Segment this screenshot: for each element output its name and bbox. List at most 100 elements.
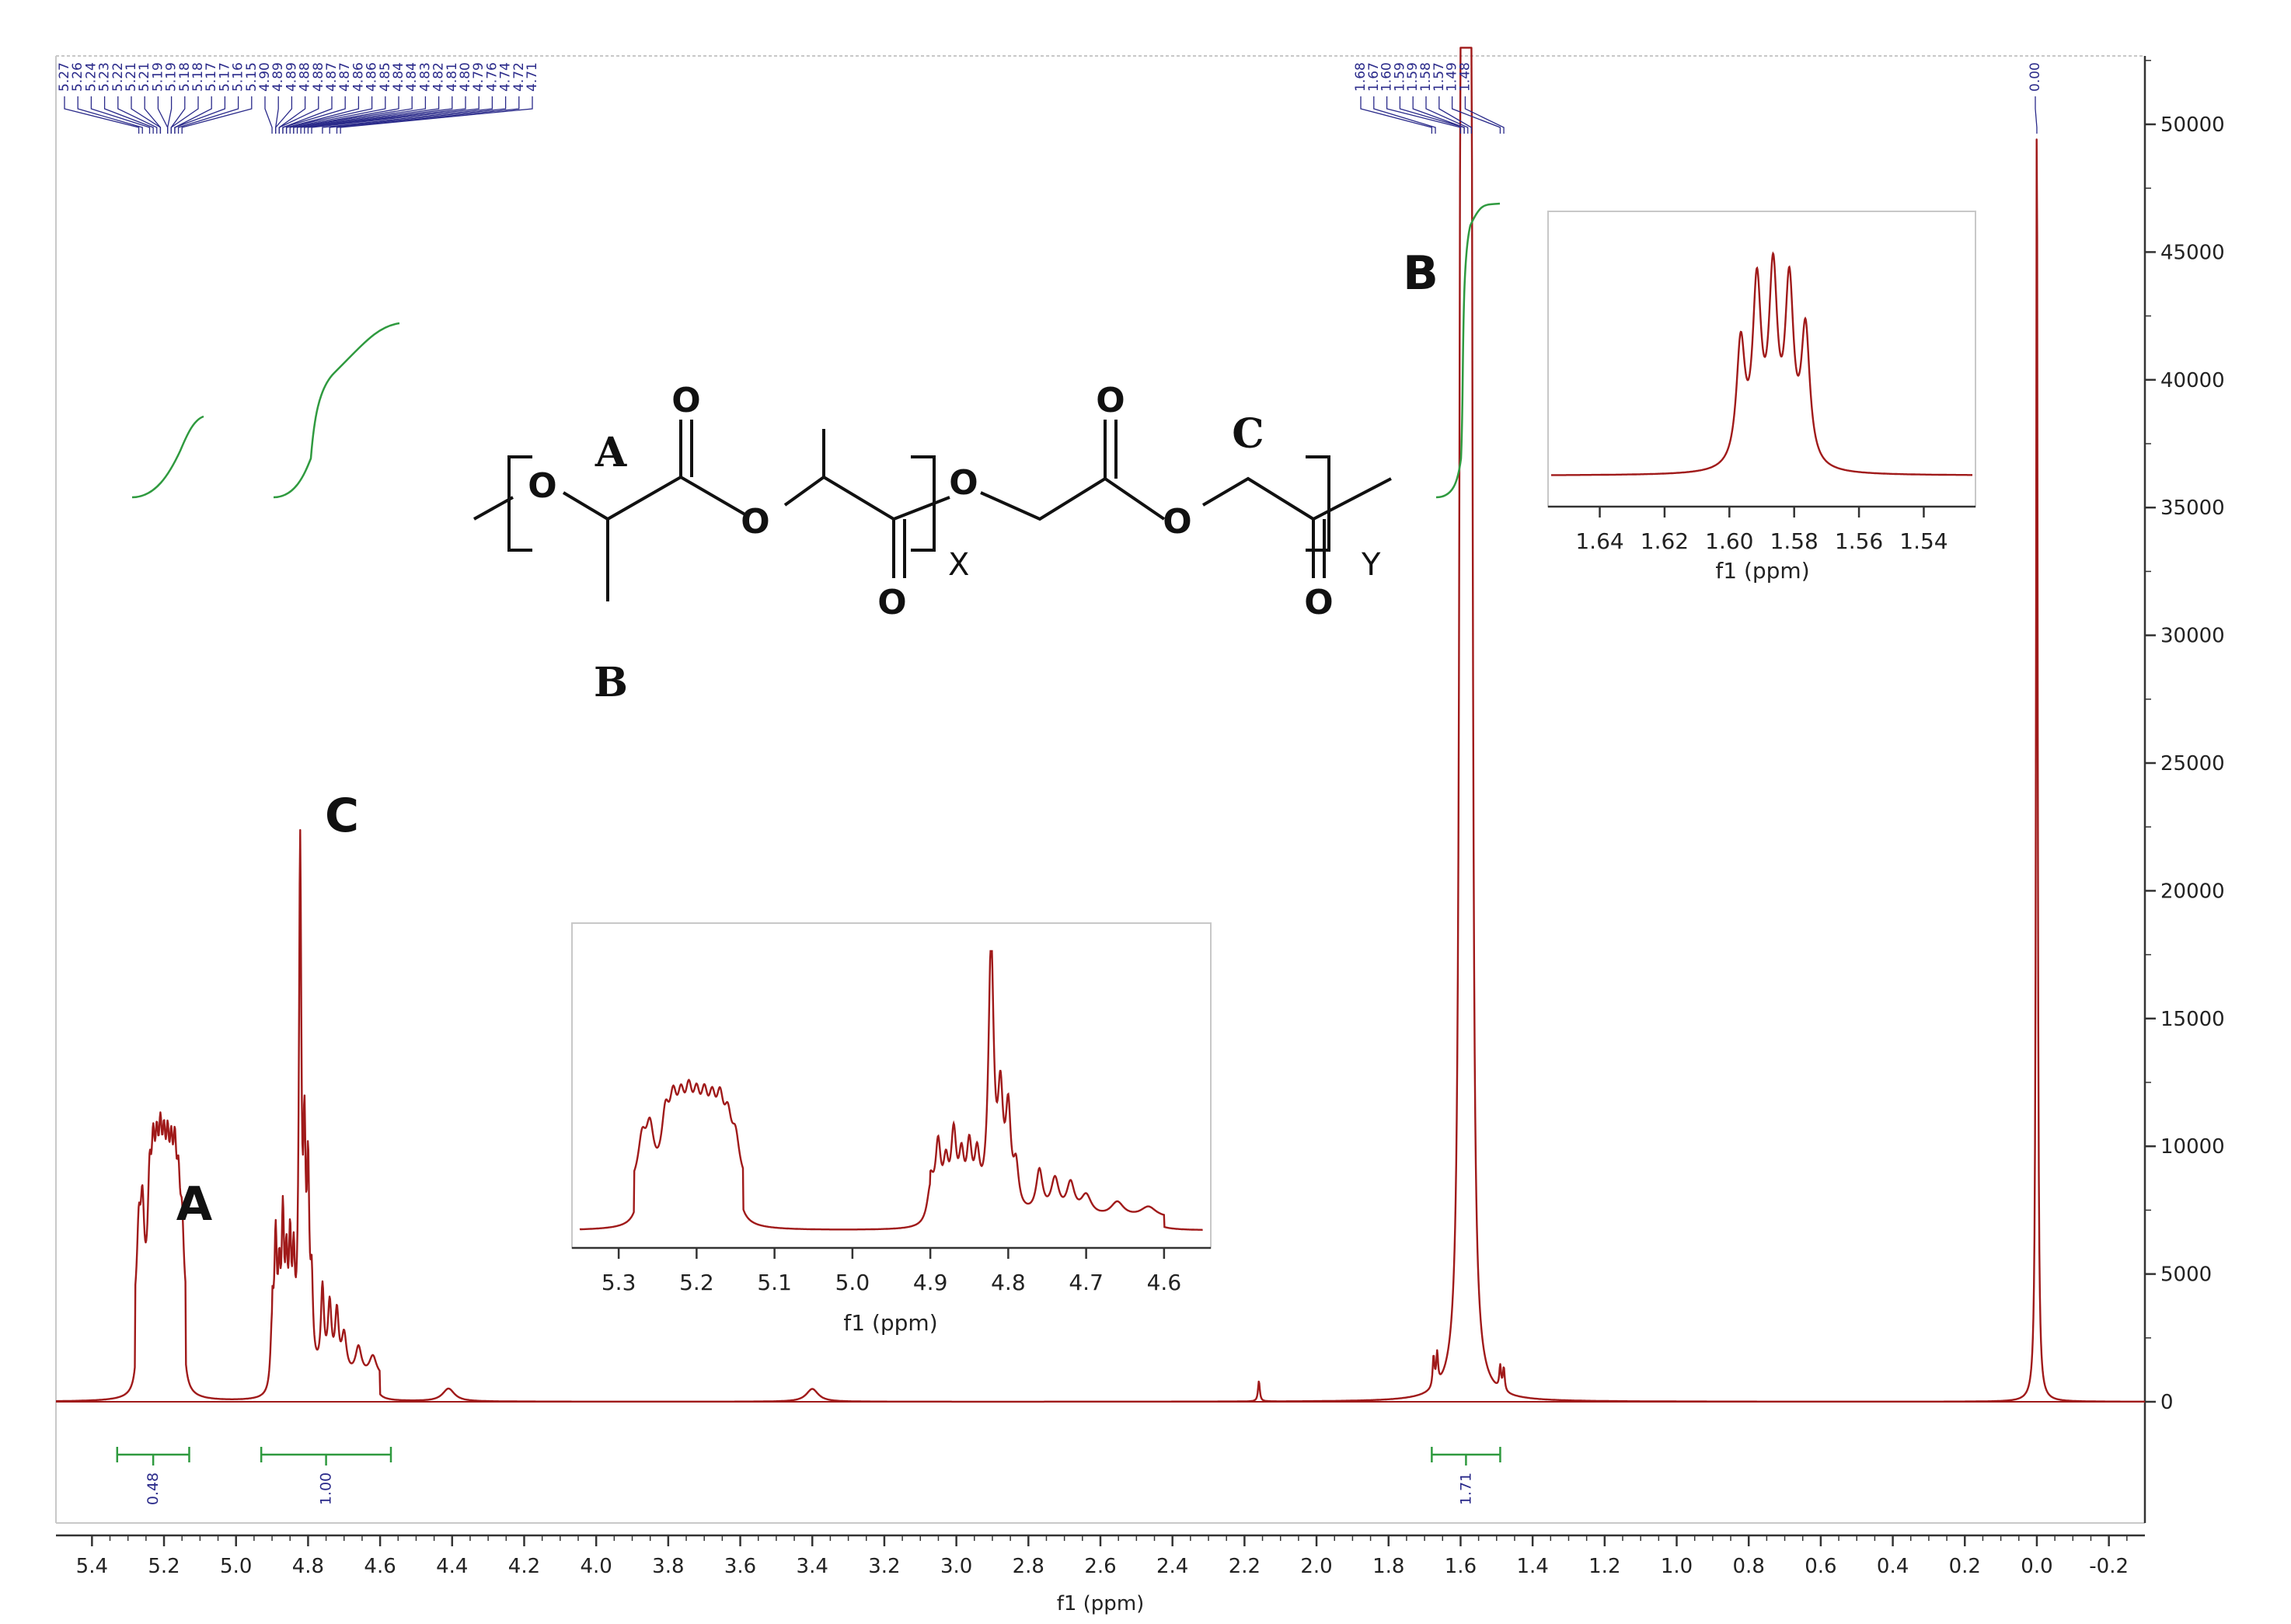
peak-label: 5.22: [110, 62, 126, 92]
y-tick-label: 50000: [2160, 113, 2225, 137]
inset-tick-label: 4.8: [991, 1270, 1026, 1295]
x-tick-label: 3.8: [652, 1555, 684, 1578]
integral-value: 1.71: [1457, 1472, 1474, 1505]
peak-leader: [264, 96, 273, 134]
bond: [1313, 477, 1392, 521]
bracket-y-right: [1306, 455, 1330, 552]
peak-leader: [1451, 96, 1501, 134]
bond: [473, 496, 514, 521]
inset-tick-label: 1.56: [1835, 528, 1883, 554]
peak-label: 4.87: [337, 62, 353, 92]
peak-leader: [2035, 96, 2038, 134]
peak-label: 0.00: [2028, 62, 2043, 92]
structure-label-c: C: [1232, 410, 1264, 458]
x-tick-label: 0.6: [1805, 1555, 1836, 1578]
peak-leader: [90, 96, 151, 134]
peak-label: 4.84: [391, 62, 406, 92]
x-tick-label: 5.0: [220, 1555, 252, 1578]
inset-tick-label: 1.60: [1705, 528, 1753, 554]
peak-label: 1.48: [1457, 62, 1473, 92]
peak-leader: [282, 96, 346, 134]
structure-label-b: B: [594, 659, 628, 706]
peak-leader: [170, 96, 199, 134]
integral-value: 0.48: [145, 1472, 162, 1505]
peak-label: 5.23: [97, 62, 113, 92]
atom-o: O: [949, 463, 978, 503]
peak-label: 4.89: [284, 62, 299, 92]
peak-leader: [296, 96, 427, 134]
peak-label: 4.74: [498, 62, 514, 92]
inset-tick-label: 1.58: [1770, 528, 1819, 554]
bracket-x-left: [507, 455, 532, 552]
x-tick-label: 5.4: [76, 1555, 108, 1578]
inset-region-1-6ppm: 1.64 1.62 1.60 1.58 1.56 1.54 f1 (ppm): [1547, 211, 1976, 584]
y-tick-label: 15000: [2160, 1008, 2225, 1031]
peak-leader: [131, 96, 162, 134]
annotation-b: B: [1403, 246, 1438, 301]
x-axis-ticks: 5.4 5.2 5.0 4.8 4.6 4.4 4.2 4.0 3.8 3.6 3.4 3.2 3.0 2…: [76, 1535, 2129, 1578]
peak-label: 5.24: [83, 62, 99, 92]
x-tick-label: 2.0: [1300, 1555, 1332, 1578]
y-axis-ticks: 0 5000 10000 15000 20000 25000 30000 35000 40000…: [2145, 60, 2225, 1414]
peak-label: 5.21: [124, 62, 139, 92]
annotation-c: C: [325, 789, 359, 843]
subscript-y: Y: [1361, 547, 1381, 583]
atom-o: O: [528, 466, 556, 506]
peak-leader: [1425, 96, 1469, 134]
peak-leader: [181, 96, 253, 134]
peak-leader: [167, 96, 173, 134]
peak-leader: [293, 96, 413, 134]
y-tick-label: 20000: [2160, 880, 2225, 903]
atom-o: O: [1096, 381, 1125, 420]
peak-label: 5.19: [150, 62, 166, 92]
x-tick-label: 0.2: [1949, 1555, 1981, 1578]
peak-leader: [1386, 96, 1462, 134]
peak-leader: [289, 96, 386, 134]
peak-label: 1.59: [1405, 62, 1421, 92]
y-tick-label: 10000: [2160, 1135, 2225, 1159]
inset-tick-label: 1.64: [1575, 528, 1623, 554]
inset-region-5ppm: 5.3 5.2 5.1 5.0 4.9 4.8 4.7 4.6 f1 (ppm): [571, 922, 1212, 1336]
peak-leader: [157, 96, 169, 134]
bond: [1104, 420, 1118, 479]
inset-tick-label: 5.2: [679, 1270, 714, 1295]
inset-tick-label: 1.62: [1641, 528, 1689, 554]
peak-leader: [1373, 96, 1436, 134]
inset-x-ticks: 5.3 5.2 5.1 5.0 4.9 4.8 4.7 4.6: [602, 1248, 1181, 1295]
peak-label: 4.87: [324, 62, 340, 92]
x-tick-label: 4.8: [292, 1555, 324, 1578]
x-tick-label: 0.8: [1733, 1555, 1765, 1578]
peak-label: 4.79: [471, 62, 486, 92]
peak-label: 4.81: [445, 62, 460, 92]
peak-label: 5.15: [244, 62, 260, 92]
peak-leader: [174, 96, 226, 134]
inset-x-label: f1 (ppm): [1715, 558, 1809, 584]
peak-label: 1.59: [1392, 62, 1407, 92]
peak-leader: [307, 96, 466, 134]
peak-label: 4.88: [311, 62, 326, 92]
x-tick-label: 1.6: [1445, 1555, 1477, 1578]
peak-leader: [340, 96, 533, 134]
integral-brackets: 0.48 1.00 1.71: [116, 1447, 1501, 1505]
subscript-x: X: [948, 547, 969, 583]
x-tick-label: 4.0: [580, 1555, 612, 1578]
integral-value: 1.00: [318, 1472, 335, 1505]
copolymer-structure: [473, 420, 1392, 601]
x-tick-label: 2.2: [1229, 1555, 1261, 1578]
x-tick-label: 1.0: [1661, 1555, 1693, 1578]
peak-label: 4.88: [298, 62, 313, 92]
x-tick-label: 2.6: [1084, 1555, 1116, 1578]
x-tick-label: 4.4: [436, 1555, 468, 1578]
inset-tick-label: 4.7: [1069, 1270, 1104, 1295]
bond: [783, 475, 895, 521]
x-axis-label: f1 (ppm): [1057, 1592, 1145, 1615]
x-tick-label: 3.2: [868, 1555, 900, 1578]
peak-label: 4.86: [364, 62, 380, 92]
inset-spectrum-line: [1551, 251, 1972, 476]
inset-frame: [1547, 211, 1976, 507]
bond: [562, 475, 749, 521]
x-tick-label: 3.4: [797, 1555, 828, 1578]
x-tick-label: -0.2: [2089, 1555, 2129, 1578]
x-tick-label: 4.6: [364, 1555, 396, 1578]
peak-label: 4.83: [417, 62, 433, 92]
